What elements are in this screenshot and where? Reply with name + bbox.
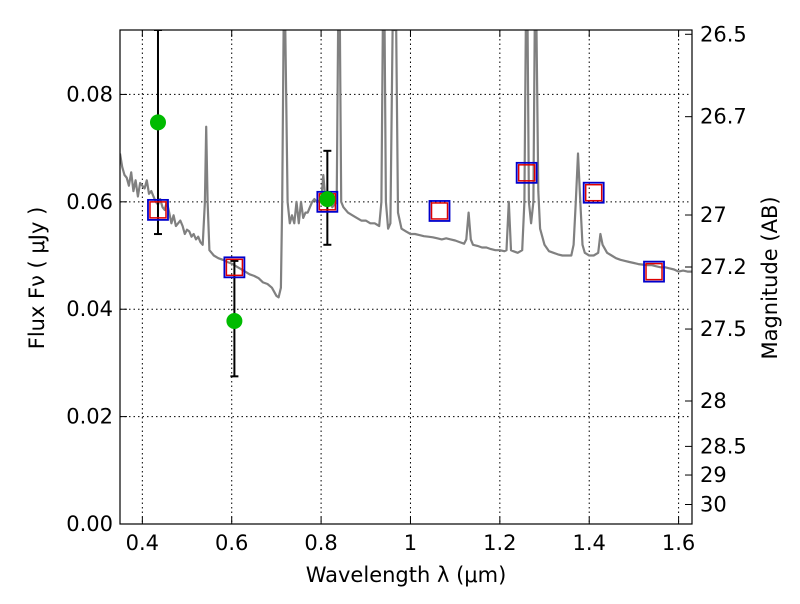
y2-tick-label: 26.5 xyxy=(700,22,747,46)
model-point-inner xyxy=(584,183,603,202)
observed-point xyxy=(319,191,336,208)
model-point-inner xyxy=(517,164,536,182)
plot-area xyxy=(120,30,692,378)
model-point-inner xyxy=(149,201,167,219)
y2-tick-label: 29 xyxy=(700,463,727,487)
x-tick-label: 1.6 xyxy=(662,531,695,555)
x-tick-label: 0.6 xyxy=(215,531,248,555)
model-point xyxy=(428,200,451,222)
sed-model-line xyxy=(120,30,692,299)
observed-point xyxy=(226,313,243,330)
y-tick-label: 0.06 xyxy=(66,190,113,214)
x-tick-label: 1.2 xyxy=(483,531,516,555)
axes: 0.4 0.6 0.8 1 1.2 1.4 1.6 0.00 0.02 0.04 0.06 0.08 2… xyxy=(66,22,747,555)
y2-axis-title: Magnitude (AB) xyxy=(758,196,782,359)
y2-tick-label: 26.7 xyxy=(700,105,747,129)
x-tick-label: 0.4 xyxy=(126,531,159,555)
model-point-inner xyxy=(645,262,663,281)
y2-tick-label: 27 xyxy=(700,203,727,227)
y-tick-label: 0.00 xyxy=(66,512,113,536)
y2-tick-label: 28 xyxy=(700,389,727,413)
x-tick-label: 0.8 xyxy=(304,531,337,555)
model-point xyxy=(515,161,538,184)
y-tick-label: 0.08 xyxy=(66,82,113,106)
model-point-inner xyxy=(430,202,449,220)
model-point xyxy=(582,181,605,204)
x-tick-label: 1.4 xyxy=(573,531,606,555)
model-point xyxy=(147,198,169,221)
model-point-inner xyxy=(225,258,244,277)
gridlines xyxy=(120,30,692,525)
x-axis-title: Wavelength λ (μm) xyxy=(306,563,507,587)
y2-tick-label: 27.2 xyxy=(700,255,747,279)
y2-tick-label: 27.5 xyxy=(700,317,747,341)
model-point xyxy=(223,256,246,279)
x-tick-label: 1 xyxy=(404,531,417,555)
y2-tick-label: 28.5 xyxy=(700,434,747,458)
y-tick-label: 0.02 xyxy=(66,405,113,429)
y-axis-title: Flux Fν ( μJy ) xyxy=(25,207,49,350)
plot-frame xyxy=(119,29,693,525)
y-tick-label: 0.04 xyxy=(66,297,113,321)
y2-tick-label: 30 xyxy=(700,493,727,517)
observed-point xyxy=(149,114,166,131)
model-point xyxy=(643,260,665,283)
